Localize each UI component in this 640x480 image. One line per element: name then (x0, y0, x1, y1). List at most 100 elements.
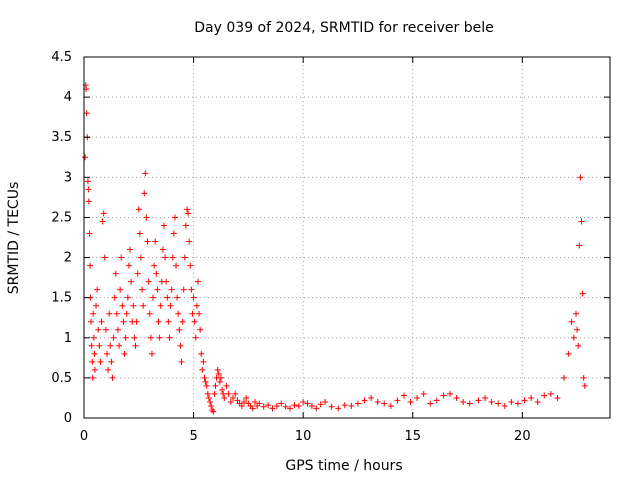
scatter-point (182, 222, 189, 229)
scatter-point (192, 334, 199, 341)
scatter-point (217, 374, 224, 381)
x-axis-label: GPS time / hours (285, 458, 402, 474)
scatter-point (488, 398, 495, 405)
x-tick-label: 0 (80, 429, 88, 444)
scatter-point (122, 334, 129, 341)
scatter-point (287, 405, 294, 412)
scatter-point (85, 198, 92, 205)
scatter-point (93, 302, 100, 309)
scatter-point (116, 342, 123, 349)
scatter-point (150, 294, 157, 301)
scatter-point (501, 402, 508, 409)
scatter-point (156, 334, 163, 341)
scatter-point (202, 378, 209, 385)
scatter-point (577, 174, 584, 181)
chart-title: Day 039 of 2024, SRMTID for receiver bel… (194, 20, 493, 36)
scatter-point (190, 294, 197, 301)
scatter-point (114, 326, 121, 333)
scatter-point (348, 402, 355, 409)
scatter-point (265, 402, 272, 409)
scatter-point (514, 400, 521, 407)
scatter-point (579, 290, 586, 297)
scatter-point (113, 310, 120, 317)
scatter-point (147, 334, 154, 341)
scatter-point (234, 397, 241, 404)
scatter-point (88, 342, 95, 349)
scatter-point (223, 382, 230, 389)
scatter-point (354, 400, 361, 407)
scatter-point (578, 218, 585, 225)
scatter-point (191, 318, 198, 325)
scatter-point (269, 405, 276, 412)
scatter-point (200, 358, 207, 365)
scatter-point (219, 386, 226, 393)
scatter-point (166, 334, 173, 341)
scatter-point (119, 302, 126, 309)
scatter-point (91, 350, 98, 357)
scatter-point (199, 366, 206, 373)
scatter-point (205, 394, 212, 401)
scatter-point (139, 286, 146, 293)
scatter-point (131, 334, 138, 341)
scatter-point (177, 342, 184, 349)
scatter-point (179, 318, 186, 325)
scatter-point (102, 326, 109, 333)
scatter-point (394, 397, 401, 404)
scatter-point (273, 402, 280, 409)
scatter-point (108, 358, 115, 365)
scatter-point (134, 270, 141, 277)
scatter-point (168, 286, 175, 293)
scatter-point (560, 374, 567, 381)
scatter-point (291, 402, 298, 409)
scatter-point (89, 374, 96, 381)
scatter-point (157, 302, 164, 309)
scatter-point (110, 334, 117, 341)
scatter-point (153, 270, 160, 277)
y-tick-label: 0 (64, 411, 72, 426)
scatter-point (541, 392, 548, 399)
scatter-point (508, 398, 515, 405)
scatter-point (433, 397, 440, 404)
scatter-point (495, 400, 502, 407)
scatter-points (82, 82, 588, 415)
scatter-point (374, 398, 381, 405)
scatter-point (568, 318, 575, 325)
scatter-point (317, 401, 324, 408)
scatter-point (427, 400, 434, 407)
scatter-point (185, 210, 192, 217)
scatter-point (547, 390, 554, 397)
scatter-point (232, 390, 239, 397)
scatter-point (137, 254, 144, 261)
scatter-point (573, 310, 580, 317)
scatter-point (97, 358, 104, 365)
scatter-point (144, 238, 151, 245)
scatter-point (99, 218, 106, 225)
scatter-point (475, 397, 482, 404)
scatter-point (381, 400, 388, 407)
scatter-point (186, 238, 193, 245)
scatter-point (101, 254, 108, 261)
scatter-point (118, 254, 125, 261)
scatter-point (368, 394, 375, 401)
scatter-point (580, 374, 587, 381)
y-tick-label: 1.5 (51, 291, 72, 306)
scatter-point (227, 398, 234, 405)
scatter-point (313, 405, 320, 412)
scatter-point (249, 405, 256, 412)
scatter-point (176, 326, 183, 333)
scatter-point (117, 286, 124, 293)
scatter-point (197, 326, 204, 333)
scatter-point (554, 394, 561, 401)
scatter-point (201, 374, 208, 381)
scatter-point (198, 350, 205, 357)
scatter-point (141, 190, 148, 197)
scatter-point (400, 392, 407, 399)
scatter-point (447, 390, 454, 397)
scatter-point (154, 286, 161, 293)
y-tick-label: 2 (64, 251, 72, 266)
scatter-point (132, 342, 139, 349)
scatter-point (125, 262, 132, 269)
scatter-point (282, 403, 289, 410)
scatter-point (180, 286, 187, 293)
scatter-point (335, 405, 342, 412)
